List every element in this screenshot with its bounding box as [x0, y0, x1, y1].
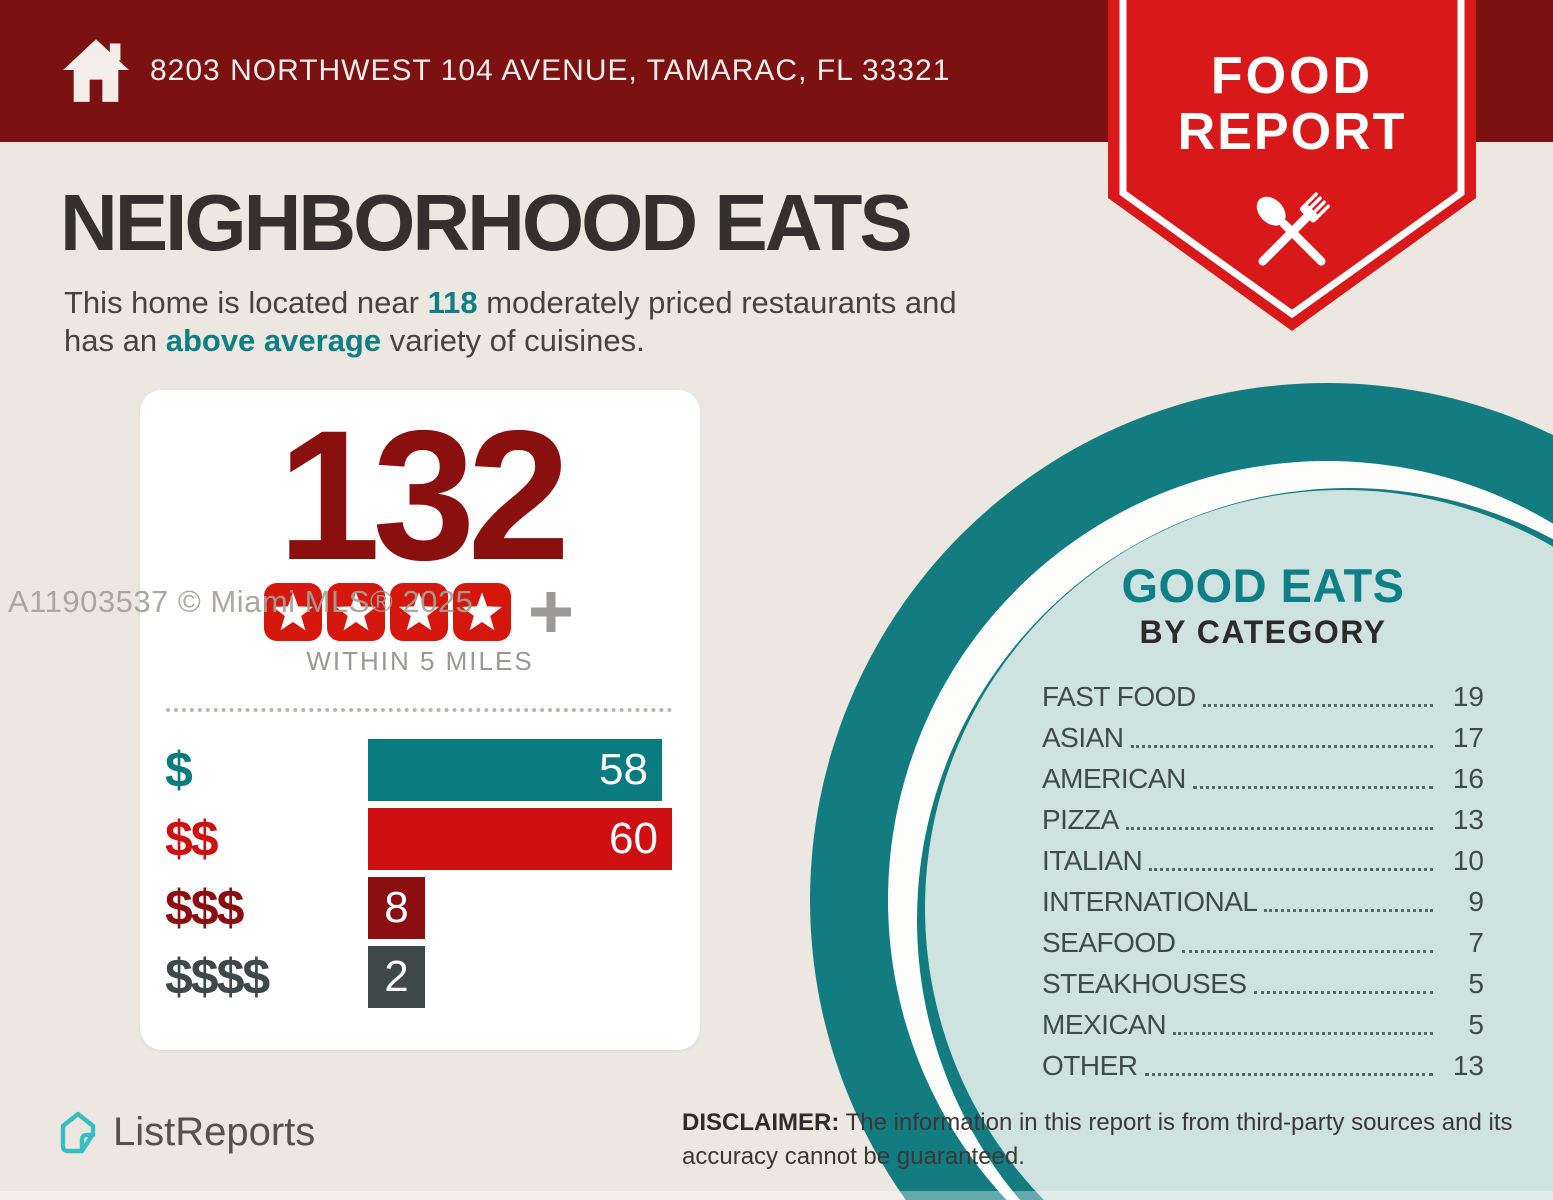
price-bar: 8 — [368, 877, 425, 939]
category-list: FAST FOOD 19 ASIAN 17 AMERICAN 16 PIZZA 13 ITALI… — [1042, 674, 1484, 1084]
price-tier-label: $$$$ — [165, 949, 270, 1005]
good-eats-panel: GOOD EATS BY CATEGORY FAST FOOD 19 ASIAN 17… — [1042, 562, 1484, 1084]
category-value: 13 — [1452, 1050, 1484, 1081]
category-label: AMERICAN — [1042, 763, 1186, 794]
page-title: NEIGHBORHOOD EATS — [60, 178, 913, 267]
category-row: INTERNATIONAL 9 — [1042, 879, 1484, 920]
dot-leader — [1182, 950, 1433, 953]
dot-leader — [1149, 868, 1433, 871]
restaurant-stats-card: 132 WITHIN 5 MILES $58 $$ 60 $$$ 8 $$$$ 2 — [140, 390, 700, 1050]
price-tier-label: $$$ — [165, 880, 244, 936]
price-bar-row: $58 — [165, 739, 675, 801]
category-value: 10 — [1452, 845, 1484, 876]
rating-row — [140, 583, 700, 641]
price-tier-label: $ — [165, 742, 193, 798]
category-value: 19 — [1452, 681, 1484, 712]
price-bar-row: $$ 60 — [165, 808, 675, 870]
category-label: STEAKHOUSES — [1042, 968, 1247, 999]
category-row: SEAFOOD 7 — [1042, 920, 1484, 961]
radius-caption: WITHIN 5 MILES — [306, 646, 534, 676]
dotted-divider — [166, 708, 672, 712]
category-row: OTHER 13 — [1042, 1043, 1484, 1084]
plus-icon — [530, 592, 571, 632]
dot-leader — [1125, 827, 1433, 830]
home-icon — [63, 39, 129, 102]
disclaimer-line2: accuracy cannot be guaranteed. — [682, 1143, 1025, 1170]
price-bar-row: $$$$ 2 — [165, 946, 675, 1008]
category-row: MEXICAN 5 — [1042, 1002, 1484, 1043]
category-row: AMERICAN 16 — [1042, 756, 1484, 797]
dot-leader — [1202, 704, 1433, 707]
crossed-spoon-fork-icon — [1256, 192, 1330, 266]
star-icon — [263, 583, 322, 641]
listreports-logo: ListReports — [55, 1110, 315, 1155]
dot-leader — [1173, 1032, 1433, 1035]
price-bars: $58 $$ 60 $$$ 8 $$$$ 2 — [165, 739, 675, 1015]
variety-highlight: above average — [165, 323, 382, 358]
restaurant-total-count: 132 — [277, 393, 571, 599]
category-value: 17 — [1452, 722, 1484, 753]
price-bar-value: 58 — [599, 745, 648, 794]
dot-leader — [1130, 745, 1433, 748]
category-label: INTERNATIONAL — [1042, 886, 1258, 917]
good-eats-subtitle: BY CATEGORY — [1139, 614, 1387, 650]
category-value: 7 — [1468, 927, 1484, 958]
disclaimer: DISCLAIMER: The information in this repo… — [682, 1106, 1513, 1174]
dot-leader — [1264, 909, 1433, 912]
category-value: 5 — [1468, 1009, 1484, 1040]
category-row: PIZZA 13 — [1042, 797, 1484, 838]
property-address: 8203 NORTHWEST 104 AVENUE, TAMARAC, FL 3… — [150, 54, 951, 87]
page-subtitle: This home is located near 118 moderately… — [64, 285, 957, 358]
price-bar-value: 8 — [384, 883, 409, 932]
category-row: ITALIAN 10 — [1042, 838, 1484, 879]
category-label: MEXICAN — [1042, 1009, 1167, 1040]
category-value: 9 — [1468, 886, 1484, 917]
price-bar: 58 — [368, 739, 662, 801]
dot-leader — [1253, 991, 1433, 994]
badge-title-line2: REPORT — [1178, 103, 1407, 161]
disclaimer-label: DISCLAIMER: — [682, 1109, 840, 1136]
price-bar-value: 60 — [609, 814, 658, 863]
category-label: OTHER — [1042, 1050, 1138, 1081]
category-row: STEAKHOUSES 5 — [1042, 961, 1484, 1002]
price-bar: 60 — [368, 808, 672, 870]
category-label: SEAFOOD — [1042, 927, 1176, 958]
subtitle-text: This home is located near — [64, 285, 428, 320]
listreports-wordmark: ListReports — [113, 1110, 316, 1154]
category-label: ASIAN — [1042, 722, 1124, 753]
star-icon — [326, 583, 385, 641]
category-value: 13 — [1452, 804, 1484, 835]
category-label: PIZZA — [1042, 804, 1119, 835]
star-icon — [389, 583, 448, 641]
price-bar-row: $$$ 8 — [165, 877, 675, 939]
good-eats-title: GOOD EATS — [1121, 559, 1405, 612]
badge-title-line1: FOOD — [1211, 47, 1373, 105]
category-row: ASIAN 17 — [1042, 715, 1484, 756]
listreports-icon — [60, 1111, 96, 1153]
restaurant-count-inline: 118 — [427, 285, 478, 320]
star-icon — [452, 583, 511, 641]
disclaimer-line1: The information in this report is from t… — [845, 1109, 1513, 1136]
category-row: FAST FOOD 19 — [1042, 674, 1484, 715]
mls-watermark: A11903537 © Miami MLS® 2025 — [8, 584, 474, 619]
category-label: FAST FOOD — [1042, 681, 1196, 712]
category-value: 16 — [1452, 763, 1484, 794]
category-value: 5 — [1468, 968, 1484, 999]
dot-leader — [1144, 1073, 1433, 1076]
dot-leader — [1192, 786, 1433, 789]
price-tier-label: $$ — [165, 811, 219, 867]
food-report-badge: FOOD REPORT — [1108, 0, 1476, 331]
bottom-strip — [0, 1191, 1553, 1200]
price-bar: 2 — [368, 946, 425, 1008]
category-label: ITALIAN — [1042, 845, 1143, 876]
rating-stars — [263, 583, 511, 641]
price-bar-value: 2 — [384, 952, 409, 1001]
